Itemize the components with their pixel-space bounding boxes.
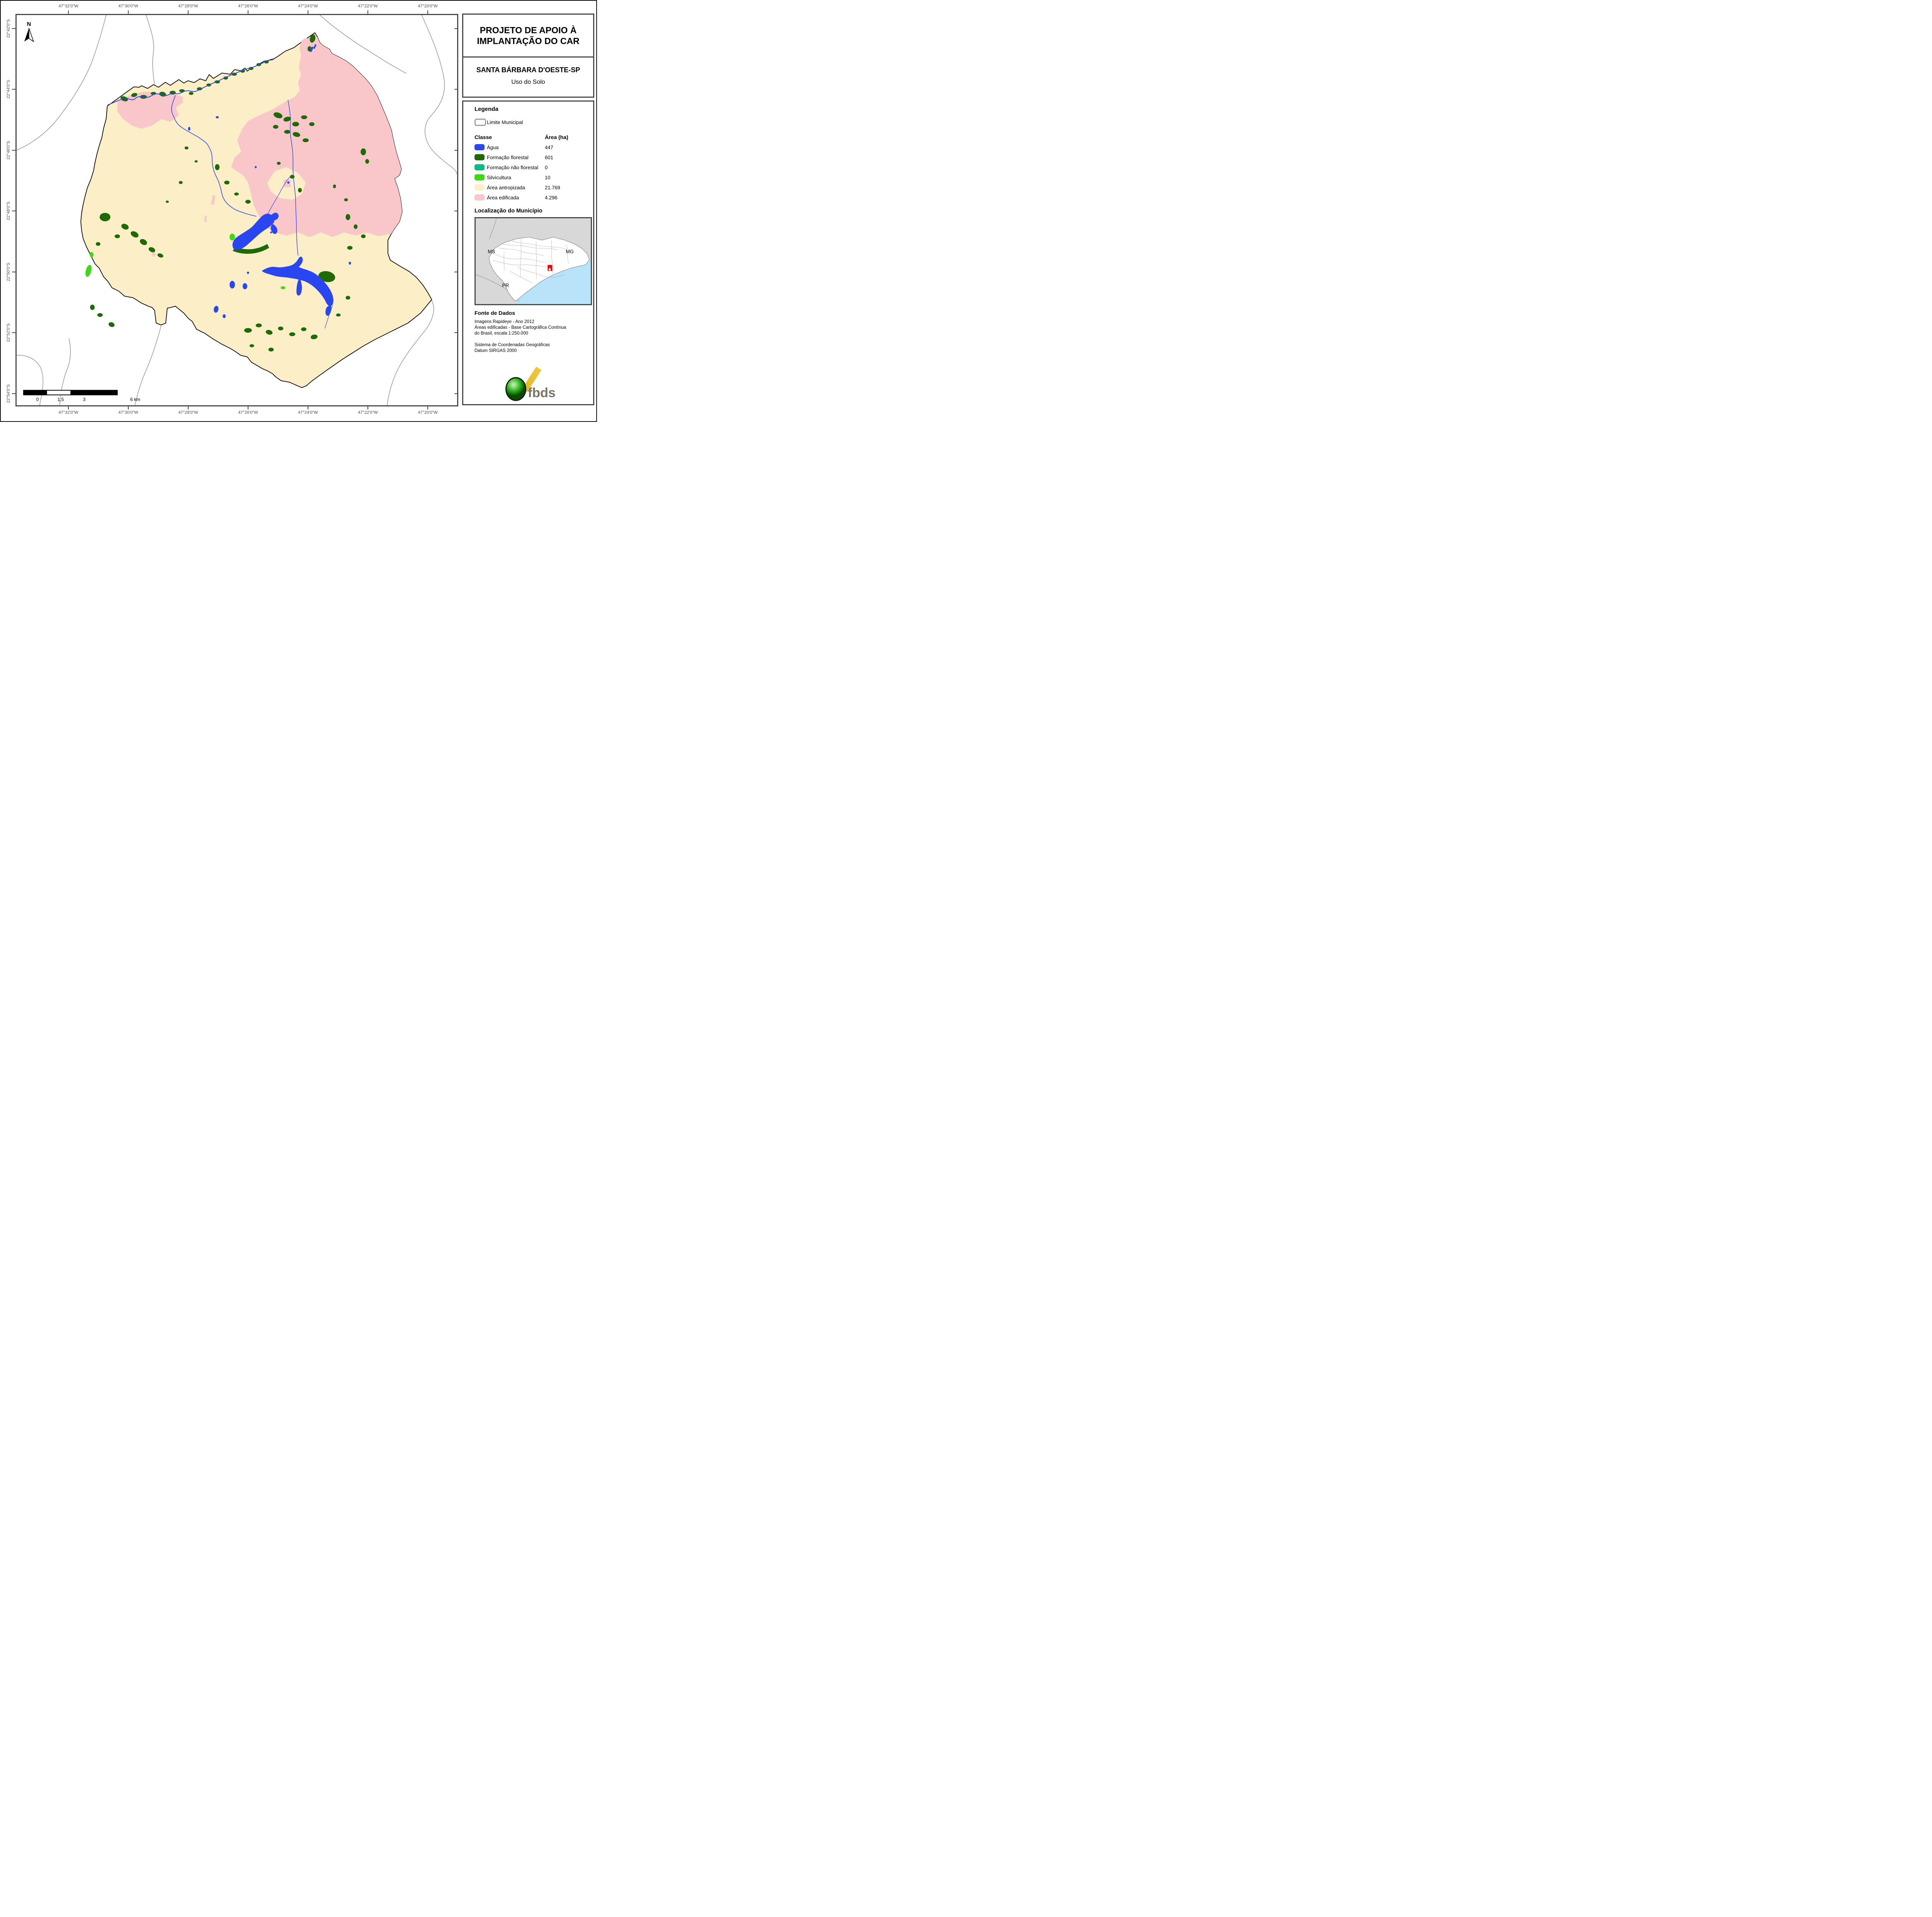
- lon-label-bottom: 47°32'0"W: [58, 410, 78, 415]
- municipal-mesh-lines: [493, 239, 569, 283]
- lon-label-bottom: 47°28'0"W: [178, 410, 198, 415]
- municipality-marker: [548, 265, 553, 271]
- lon-label-top: 47°32'0"W: [58, 4, 78, 8]
- legend-label: Área edificada: [487, 195, 519, 201]
- source-line: do Brasil, escala 1:250.000: [474, 331, 528, 336]
- sao-paulo-state: [488, 237, 590, 301]
- lon-label-bottom: 47°22'0"W: [358, 410, 378, 415]
- source-line: Imagens Rapideye - Ano 2012: [474, 320, 534, 324]
- legend-area-value: 10: [545, 175, 551, 180]
- legend-area-value: 447: [545, 144, 553, 150]
- legend-swatch-area-edificada: [474, 194, 485, 201]
- built-up-patch: [284, 179, 291, 187]
- municipality-name: SANTA BÁRBARA D'OESTE-SP: [476, 66, 580, 74]
- source-heading: Fonte de Dados: [474, 310, 515, 316]
- scale-bar: [23, 390, 118, 396]
- legend-area-value: 4.296: [545, 195, 558, 201]
- scale-label-1-5: 1,5: [57, 397, 64, 402]
- lon-label-top: 47°30'0"W: [118, 4, 138, 8]
- forest-patches: [90, 34, 369, 352]
- legend-heading: Legenda: [474, 106, 498, 112]
- legend-area-value: 21.769: [545, 185, 560, 190]
- title-box: PROJETO DE APOIO À IMPLANTAÇÃO DO CAR: [462, 14, 594, 58]
- lat-label-left: 22°46'0"S: [6, 141, 11, 160]
- map-theme: Uso do Solo: [511, 79, 545, 85]
- limite-municipal-swatch: [474, 119, 486, 126]
- lon-label-top: 47°24'0"W: [298, 4, 318, 8]
- legend-label: Formação não florestal: [487, 165, 538, 170]
- lon-label-bottom: 47°26'0"W: [238, 410, 258, 415]
- lat-label-left: 22°42'0"S: [6, 19, 11, 38]
- neighbor-boundary-lines: [17, 15, 457, 405]
- legend-label: Formação florestal: [487, 155, 529, 160]
- north-arrow-icon: [24, 28, 34, 42]
- state-label-pr: PR: [502, 283, 509, 288]
- lat-label-left: 22°50'0"S: [6, 262, 11, 282]
- scale-label-3: 3: [83, 397, 86, 402]
- silviculture-patches: [85, 233, 286, 289]
- legend-label: Água: [487, 144, 499, 150]
- subtitle-box: SANTA BÁRBARA D'OESTE-SP Uso do Solo: [462, 56, 594, 98]
- limite-municipal-label: Limite Municipal: [487, 119, 523, 125]
- scale-label-0: 0: [36, 397, 39, 402]
- land-use-map-canvas: N: [17, 15, 457, 405]
- inset-heading: Localização do Município: [474, 208, 543, 214]
- class-column-header: Classe: [474, 134, 492, 140]
- lon-label-bottom: 47°24'0"W: [298, 410, 318, 415]
- lon-label-bottom: 47°30'0"W: [118, 410, 138, 415]
- legend-label: Área antropizada: [487, 185, 526, 190]
- fbds-logo: fbds: [503, 367, 580, 405]
- lat-label-left: 22°54'0"S: [6, 384, 11, 403]
- north-label: N: [27, 21, 31, 27]
- legend-swatch-formacao-nao-florestal: [474, 164, 485, 170]
- lon-label-top: 47°22'0"W: [358, 4, 378, 8]
- legend-swatch-agua: [474, 144, 485, 150]
- area-column-header: Área (ha): [545, 134, 568, 140]
- lon-label-top: 47°28'0"W: [178, 4, 198, 8]
- state-label-mg: MG: [566, 249, 574, 255]
- main-map: N: [15, 14, 458, 406]
- source-line: Áreas edificadas - Base Cartográfica Con…: [474, 325, 566, 330]
- lat-label-left: 22°44'0"S: [6, 80, 11, 99]
- legend-area-value: 0: [545, 165, 548, 170]
- source-line: Datum SIRGAS 2000: [474, 348, 517, 353]
- map-layout-page: N 0 1,5 3 6 km 47°32'0"W 47°30'0"W 47°28…: [0, 0, 597, 422]
- fbds-logo-text: fbds: [528, 386, 556, 400]
- ocean-area: [515, 259, 591, 304]
- legend-area-value: 601: [545, 155, 553, 160]
- fbds-logo-sphere-icon: [505, 377, 526, 401]
- lon-label-top: 47°26'0"W: [238, 4, 258, 8]
- legend-swatch-formacao-florestal: [474, 154, 485, 160]
- lon-label-top: 47°20'0"W: [418, 4, 438, 8]
- state-label-ms: MS: [488, 249, 495, 255]
- legend-swatch-silvicultura: [474, 174, 485, 180]
- scale-label-6km: 6 km: [130, 397, 141, 402]
- legend-swatch-area-antropizada: [474, 184, 485, 190]
- rivers: [107, 58, 333, 329]
- lat-label-left: 22°48'0"S: [6, 201, 11, 221]
- lon-label-bottom: 47°20'0"W: [418, 410, 438, 415]
- source-line: Sistema de Coordenadas Geográficas: [474, 343, 550, 347]
- project-title: PROJETO DE APOIO À IMPLANTAÇÃO DO CAR: [477, 25, 580, 46]
- legend-label: Silvicultura: [487, 175, 511, 180]
- lat-label-left: 22°52'0"S: [6, 323, 11, 342]
- locator-inset-map: MS MG PR: [474, 217, 592, 305]
- water-bodies: [188, 44, 351, 318]
